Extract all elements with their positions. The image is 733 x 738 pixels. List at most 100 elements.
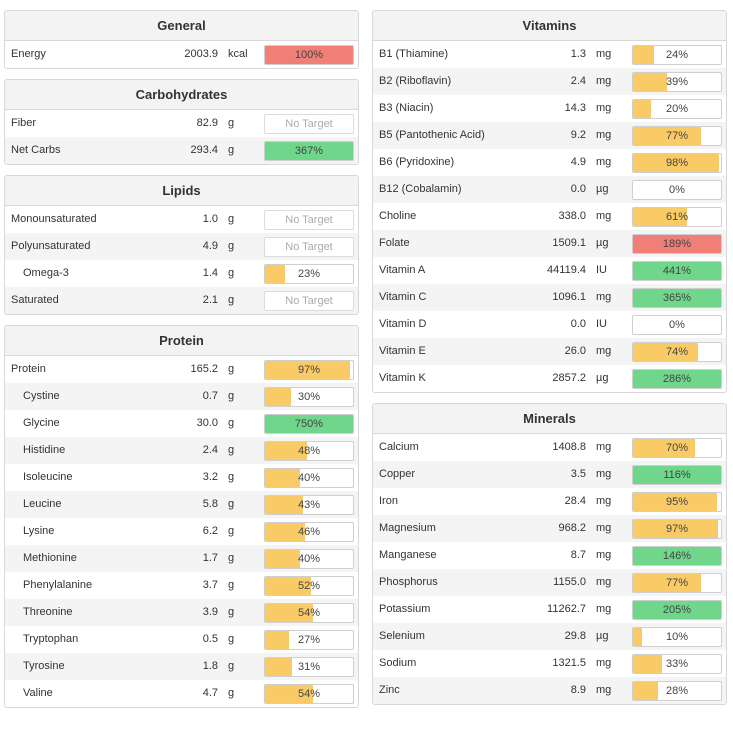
- nutrient-row-copper[interactable]: Copper 3.5 mg 116%: [373, 461, 726, 488]
- target-percent: 95%: [665, 496, 689, 508]
- nutrient-row-energy[interactable]: Energy 2003.9 kcal 100%: [5, 41, 358, 68]
- target-percent: 146%: [662, 550, 692, 562]
- nutrient-name: Cystine: [23, 390, 60, 402]
- nutrient-row-b2-riboflavin[interactable]: B2 (Riboflavin) 2.4 mg 39%: [373, 68, 726, 95]
- target-percent: 46%: [297, 526, 321, 538]
- nutrient-row-zinc[interactable]: Zinc 8.9 mg 28%: [373, 677, 726, 704]
- nutrient-unit: g: [228, 687, 235, 699]
- target-percent: 61%: [665, 211, 689, 223]
- nutrient-row-methionine[interactable]: Methionine 1.7 g 40%: [5, 545, 358, 572]
- nutrient-row-net-carbs[interactable]: Net Carbs 293.4 g 367%: [5, 137, 358, 164]
- panel-body: B1 (Thiamine) 1.3 mg 24% B2 (Riboflavin)…: [373, 41, 726, 392]
- target-percent: 20%: [665, 103, 689, 115]
- panel-vitamins: Vitamins B1 (Thiamine) 1.3 mg 24% B2 (Ri…: [372, 10, 727, 393]
- target-percent: 33%: [665, 658, 689, 670]
- nutrient-row-glycine[interactable]: Glycine 30.0 g 750%: [5, 410, 358, 437]
- nutrient-row-cystine[interactable]: Cystine 0.7 g 30%: [5, 383, 358, 410]
- target-percent: 48%: [297, 445, 321, 457]
- target-progress-bar: 0%: [632, 315, 722, 335]
- nutrient-unit: g: [228, 144, 235, 156]
- nutrient-name: B1 (Thiamine): [379, 48, 449, 60]
- nutrient-name: Vitamin A: [379, 264, 426, 276]
- target-percent: 100%: [294, 49, 324, 61]
- nutrient-row-choline[interactable]: Choline 338.0 mg 61%: [373, 203, 726, 230]
- nutrient-name: Magnesium: [379, 522, 436, 534]
- nutrient-amount: 3.9: [202, 606, 218, 618]
- progress-fill: [633, 73, 668, 91]
- nutrient-amount: 3.2: [202, 471, 218, 483]
- panel-minerals: Minerals Calcium 1408.8 mg 70% Copper 3.…: [372, 403, 727, 705]
- panel-title: Minerals: [373, 404, 726, 434]
- nutrient-row-manganese[interactable]: Manganese 8.7 mg 146%: [373, 542, 726, 569]
- nutrient-row-b12-cobalamin[interactable]: B12 (Cobalamin) 0.0 µg 0%: [373, 176, 726, 203]
- nutrient-row-valine[interactable]: Valine 4.7 g 54%: [5, 680, 358, 707]
- nutrient-name: Zinc: [379, 684, 400, 696]
- panel-title: Carbohydrates: [5, 80, 358, 110]
- nutrient-row-tyrosine[interactable]: Tyrosine 1.8 g 31%: [5, 653, 358, 680]
- target-percent: 70%: [665, 442, 689, 454]
- nutrient-amount: 165.2: [190, 363, 218, 375]
- nutrient-row-selenium[interactable]: Selenium 29.8 µg 10%: [373, 623, 726, 650]
- target-percent: 441%: [662, 265, 692, 277]
- target-progress-bar: No Target: [264, 114, 354, 134]
- progress-fill: [633, 466, 721, 484]
- nutrient-row-leucine[interactable]: Leucine 5.8 g 43%: [5, 491, 358, 518]
- nutrient-row-fiber[interactable]: Fiber 82.9 g No Target: [5, 110, 358, 137]
- nutrient-row-phenylalanine[interactable]: Phenylalanine 3.7 g 52%: [5, 572, 358, 599]
- nutrient-amount: 1.4: [202, 267, 218, 279]
- nutrient-row-isoleucine[interactable]: Isoleucine 3.2 g 40%: [5, 464, 358, 491]
- progress-fill: [633, 127, 701, 145]
- nutrient-row-b5-pantothenic-acid[interactable]: B5 (Pantothenic Acid) 9.2 mg 77%: [373, 122, 726, 149]
- nutrient-row-potassium[interactable]: Potassium 11262.7 mg 205%: [373, 596, 726, 623]
- nutrient-row-vitamin-d[interactable]: Vitamin D 0.0 IU 0%: [373, 311, 726, 338]
- nutrient-unit: mg: [596, 345, 612, 357]
- nutrient-amount: 6.2: [202, 525, 218, 537]
- nutrient-amount: 1.7: [202, 552, 218, 564]
- nutrient-row-b1-thiamine[interactable]: B1 (Thiamine) 1.3 mg 24%: [373, 41, 726, 68]
- nutrient-row-calcium[interactable]: Calcium 1408.8 mg 70%: [373, 434, 726, 461]
- nutrient-row-threonine[interactable]: Threonine 3.9 g 54%: [5, 599, 358, 626]
- nutrient-amount: 2857.2: [552, 372, 586, 384]
- target-progress-bar: 40%: [264, 549, 354, 569]
- target-percent: No Target: [285, 214, 333, 226]
- panel-protein: Protein Protein 165.2 g 97% Cystine 0.7 …: [4, 325, 359, 708]
- nutrient-row-phosphorus[interactable]: Phosphorus 1155.0 mg 77%: [373, 569, 726, 596]
- nutrient-row-saturated[interactable]: Saturated 2.1 g No Target: [5, 287, 358, 314]
- target-percent: 54%: [297, 607, 321, 619]
- target-percent: No Target: [285, 118, 333, 130]
- nutrient-amount: 1155.0: [553, 576, 586, 588]
- nutrient-unit: g: [228, 633, 235, 645]
- nutrient-row-monounsaturated[interactable]: Monounsaturated 1.0 g No Target: [5, 206, 358, 233]
- progress-fill: [265, 361, 351, 379]
- target-percent: 43%: [297, 499, 321, 511]
- nutrient-row-magnesium[interactable]: Magnesium 968.2 mg 97%: [373, 515, 726, 542]
- nutrient-row-b6-pyridoxine[interactable]: B6 (Pyridoxine) 4.9 mg 98%: [373, 149, 726, 176]
- progress-fill: [265, 577, 311, 595]
- nutrient-name: Protein: [11, 363, 46, 375]
- nutrient-row-folate[interactable]: Folate 1509.1 µg 189%: [373, 230, 726, 257]
- nutrient-row-b3-niacin[interactable]: B3 (Niacin) 14.3 mg 20%: [373, 95, 726, 122]
- nutrient-amount: 28.4: [564, 495, 586, 507]
- nutrient-row-vitamin-a[interactable]: Vitamin A 44119.4 IU 441%: [373, 257, 726, 284]
- nutrient-row-vitamin-e[interactable]: Vitamin E 26.0 mg 74%: [373, 338, 726, 365]
- progress-fill: [265, 46, 353, 64]
- nutrient-unit: g: [228, 390, 235, 402]
- progress-fill: [265, 442, 308, 460]
- nutrient-name: Leucine: [23, 498, 62, 510]
- nutrient-name: Calcium: [379, 441, 419, 453]
- nutrient-row-protein[interactable]: Protein 165.2 g 97%: [5, 356, 358, 383]
- nutrient-unit: µg: [596, 372, 609, 384]
- nutrient-row-omega-3[interactable]: Omega-3 1.4 g 23%: [5, 260, 358, 287]
- nutrient-row-histidine[interactable]: Histidine 2.4 g 48%: [5, 437, 358, 464]
- nutrient-unit: mg: [596, 549, 612, 561]
- nutrient-row-iron[interactable]: Iron 28.4 mg 95%: [373, 488, 726, 515]
- target-progress-bar: 23%: [264, 264, 354, 284]
- nutrient-row-vitamin-k[interactable]: Vitamin K 2857.2 µg 286%: [373, 365, 726, 392]
- nutrient-row-tryptophan[interactable]: Tryptophan 0.5 g 27%: [5, 626, 358, 653]
- nutrient-row-sodium[interactable]: Sodium 1321.5 mg 33%: [373, 650, 726, 677]
- nutrient-row-vitamin-c[interactable]: Vitamin C 1096.1 mg 365%: [373, 284, 726, 311]
- nutrient-row-lysine[interactable]: Lysine 6.2 g 46%: [5, 518, 358, 545]
- nutrient-row-polyunsaturated[interactable]: Polyunsaturated 4.9 g No Target: [5, 233, 358, 260]
- target-percent: 97%: [297, 364, 321, 376]
- panel-lipids: Lipids Monounsaturated 1.0 g No Target P…: [4, 175, 359, 315]
